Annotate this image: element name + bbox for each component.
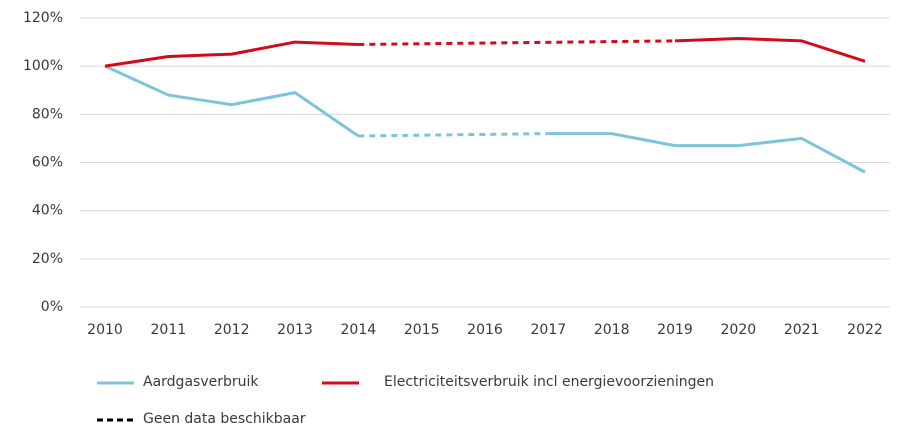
gap-line bbox=[358, 132, 549, 138]
series-line bbox=[104, 64, 360, 138]
x-tick-label: 2013 bbox=[277, 322, 313, 338]
legend-label: Geen data beschikbaar bbox=[143, 411, 306, 427]
y-tick-label: 20% bbox=[32, 251, 63, 267]
x-tick-label: 2021 bbox=[784, 322, 820, 338]
legend-label: Electriciteitsverbruik incl energievoorz… bbox=[384, 374, 714, 390]
y-tick-label: 0% bbox=[41, 299, 63, 315]
gap-line bbox=[358, 39, 676, 46]
x-tick-label: 2018 bbox=[594, 322, 630, 338]
x-tick-label: 2010 bbox=[87, 322, 123, 338]
y-tick-label: 60% bbox=[32, 155, 63, 171]
x-tick-label: 2012 bbox=[214, 322, 250, 338]
x-tick-label: 2011 bbox=[151, 322, 187, 338]
x-tick-label: 2019 bbox=[657, 322, 693, 338]
legend-label: Aardgasverbruik bbox=[143, 374, 259, 390]
x-tick-label: 2015 bbox=[404, 322, 440, 338]
y-tick-label: 40% bbox=[32, 203, 63, 219]
y-tick-label: 120% bbox=[23, 10, 63, 26]
x-tick-label: 2017 bbox=[531, 322, 567, 338]
x-tick-label: 2016 bbox=[467, 322, 503, 338]
series-line bbox=[674, 36, 866, 63]
series-line bbox=[548, 132, 866, 174]
x-tick-label: 2014 bbox=[341, 322, 377, 338]
x-tick-label: 2022 bbox=[847, 322, 883, 338]
series-line bbox=[104, 40, 359, 68]
y-tick-label: 100% bbox=[23, 58, 63, 74]
x-tick-label: 2020 bbox=[721, 322, 757, 338]
y-tick-label: 80% bbox=[32, 106, 63, 122]
